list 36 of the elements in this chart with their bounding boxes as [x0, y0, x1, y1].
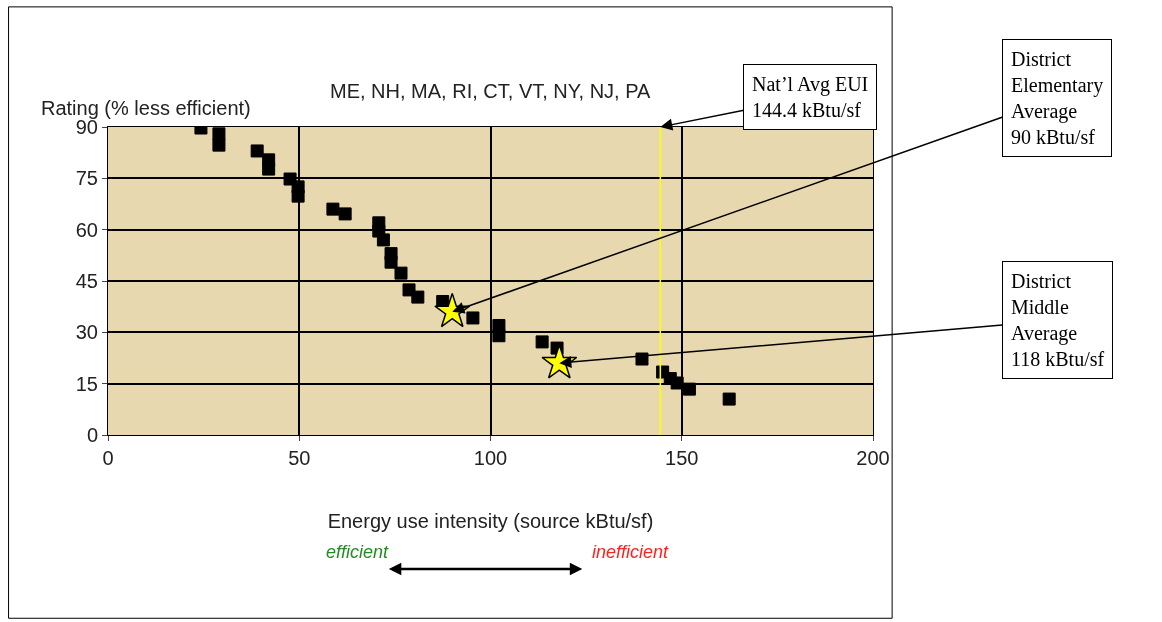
y-tick-label: 0: [86, 424, 98, 446]
y-tick-label: 15: [75, 372, 98, 395]
point: [635, 352, 649, 366]
point: [394, 266, 408, 280]
point: [262, 162, 276, 176]
point: [682, 382, 696, 396]
point: [466, 311, 480, 325]
x-tick-label: 50: [288, 447, 311, 469]
point: [250, 144, 264, 158]
annotation: District Elementary Average 90 kBtu/sf: [1011, 48, 1104, 148]
point: [670, 376, 684, 390]
annotation: Nat’l Avg EUI 144.4 kBtu/sf: [752, 73, 869, 121]
y-tick-label: 75: [75, 167, 98, 190]
x-tick-label: 200: [856, 447, 890, 469]
x-tick-label: 0: [102, 447, 114, 469]
point: [338, 207, 352, 221]
text: inefficient: [592, 542, 670, 562]
x-axis-title: Energy use intensity (source kBtu/sf): [327, 509, 654, 532]
y-tick-label: 60: [75, 218, 98, 241]
point: [411, 290, 425, 304]
text: efficient: [326, 542, 390, 562]
point: [384, 255, 398, 269]
point: [492, 329, 506, 343]
y-tick-label: 45: [75, 270, 98, 292]
y-tick-label: 30: [75, 321, 98, 344]
chart-title: ME, NH, MA, RI, CT, VT, NY, NJ, PA: [330, 80, 652, 102]
point: [722, 392, 736, 406]
point: [326, 202, 340, 216]
point: [376, 233, 390, 247]
point: [535, 335, 549, 349]
point: [291, 189, 305, 203]
x-tick-label: 100: [473, 447, 508, 469]
point: [212, 138, 226, 152]
point: [212, 127, 226, 141]
x-tick-label: 150: [665, 447, 699, 469]
annotation: District Middle Average 118 kBtu/sf: [1011, 270, 1105, 370]
